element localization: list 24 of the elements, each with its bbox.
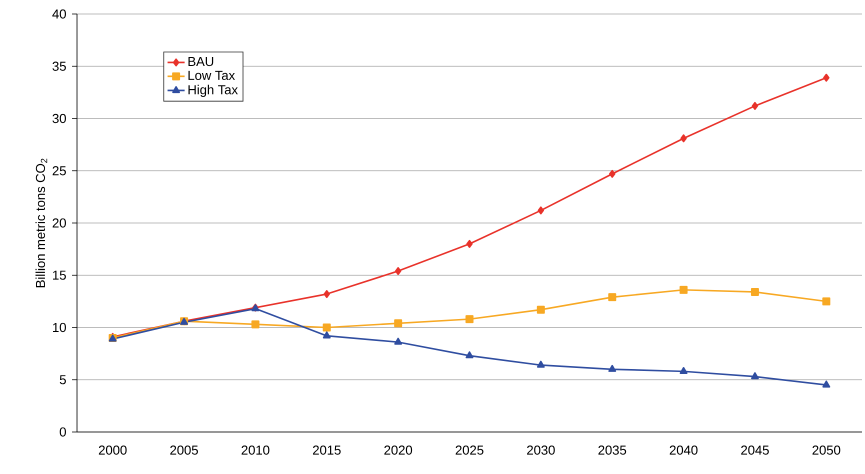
x-tick-label: 2050	[812, 446, 840, 455]
y-tick-label: 0	[60, 427, 66, 437]
x-tick-label: 2005	[170, 446, 198, 455]
y-tick-label: 10	[53, 322, 66, 332]
x-tick-label: 2010	[242, 446, 270, 455]
x-tick-label: 2045	[741, 446, 769, 455]
y-tick-label: 15	[53, 270, 66, 280]
x-tick-label: 2035	[598, 446, 626, 455]
legend-label: High Tax	[188, 84, 238, 97]
legend-label: Low Tax	[188, 70, 235, 80]
y-tick-label: 30	[52, 114, 66, 124]
y-axis-title: Billion metric tons CO$_{2}$	[36, 158, 48, 288]
x-tick-label: 2040	[670, 446, 698, 455]
x-tick-label: 2015	[312, 446, 341, 455]
y-tick-label: 5	[60, 375, 66, 384]
y-tick-label: 40	[52, 9, 66, 19]
y-tick-label: 35	[52, 62, 66, 71]
x-tick-label: 2020	[384, 446, 412, 455]
x-tick-label: 2025	[456, 446, 484, 455]
x-tick-label: 2000	[98, 446, 127, 455]
x-tick-label: 2030	[527, 446, 555, 455]
y-tick-label: 20	[52, 218, 66, 228]
legend-label: BAU	[188, 57, 214, 66]
y-tick-label: 25	[52, 166, 66, 176]
